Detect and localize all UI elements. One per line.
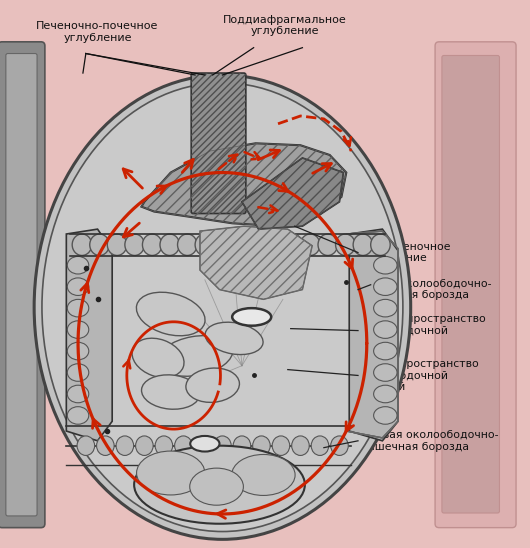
Ellipse shape <box>190 468 243 505</box>
Ellipse shape <box>374 299 397 317</box>
Ellipse shape <box>374 278 397 295</box>
Ellipse shape <box>195 234 215 255</box>
FancyBboxPatch shape <box>0 42 45 528</box>
Ellipse shape <box>160 234 180 255</box>
Ellipse shape <box>292 436 309 455</box>
Ellipse shape <box>301 234 320 255</box>
Ellipse shape <box>232 454 295 495</box>
FancyBboxPatch shape <box>435 42 516 528</box>
Ellipse shape <box>90 234 109 255</box>
Ellipse shape <box>266 234 285 255</box>
Ellipse shape <box>232 308 271 326</box>
Polygon shape <box>66 229 112 441</box>
Ellipse shape <box>136 436 153 455</box>
FancyBboxPatch shape <box>6 54 37 516</box>
Ellipse shape <box>143 234 162 255</box>
Ellipse shape <box>374 256 397 274</box>
Ellipse shape <box>155 436 173 455</box>
Text: Левое пространство
под ободочной
кишкой: Левое пространство под ободочной кишкой <box>361 359 479 392</box>
Ellipse shape <box>230 234 250 255</box>
Ellipse shape <box>374 321 397 338</box>
Polygon shape <box>200 226 312 299</box>
Ellipse shape <box>34 75 411 539</box>
Ellipse shape <box>96 436 114 455</box>
Ellipse shape <box>107 234 127 255</box>
Ellipse shape <box>67 321 89 338</box>
Ellipse shape <box>72 234 92 255</box>
Ellipse shape <box>116 436 134 455</box>
Text: Правая околоободочно-
кишечная борозда: Правая околоободочно- кишечная борозда <box>361 430 498 452</box>
Ellipse shape <box>318 234 338 255</box>
Ellipse shape <box>137 451 205 495</box>
Ellipse shape <box>178 234 197 255</box>
Text: Правое пространство
под ободочной
кишкой: Правое пространство под ободочной кишкой <box>361 314 485 347</box>
Ellipse shape <box>142 375 200 409</box>
Ellipse shape <box>134 446 305 524</box>
Ellipse shape <box>125 234 144 255</box>
Polygon shape <box>142 143 346 226</box>
Ellipse shape <box>370 234 390 255</box>
Ellipse shape <box>186 368 240 402</box>
Ellipse shape <box>331 436 348 455</box>
Ellipse shape <box>67 385 89 403</box>
Ellipse shape <box>374 385 397 403</box>
Ellipse shape <box>214 436 231 455</box>
FancyBboxPatch shape <box>442 55 499 513</box>
Ellipse shape <box>194 436 211 455</box>
Ellipse shape <box>353 234 373 255</box>
Ellipse shape <box>213 234 232 255</box>
Text: Поддиафрагмальное
углубление: Поддиафрагмальное углубление <box>223 14 347 36</box>
Ellipse shape <box>335 234 355 255</box>
Ellipse shape <box>67 278 89 295</box>
Text: Печеночно-почечное
углубление: Печеночно-почечное углубление <box>37 21 159 43</box>
Ellipse shape <box>374 342 397 360</box>
Ellipse shape <box>311 436 329 455</box>
FancyBboxPatch shape <box>191 73 246 214</box>
Ellipse shape <box>77 436 95 455</box>
Ellipse shape <box>42 83 403 532</box>
Ellipse shape <box>205 322 263 355</box>
Ellipse shape <box>253 436 270 455</box>
Ellipse shape <box>136 292 205 336</box>
Text: Левая околоободочно-
кишечная борозда: Левая околоободочно- кишечная борозда <box>361 279 491 300</box>
Ellipse shape <box>67 299 89 317</box>
Ellipse shape <box>67 364 89 381</box>
Text: Подпеченочное
углубление: Подпеченочное углубление <box>361 242 452 264</box>
Ellipse shape <box>67 256 89 274</box>
Ellipse shape <box>67 407 89 424</box>
Ellipse shape <box>67 342 89 360</box>
Polygon shape <box>242 158 343 229</box>
Ellipse shape <box>233 436 251 455</box>
Polygon shape <box>349 229 398 441</box>
Ellipse shape <box>374 407 397 424</box>
Ellipse shape <box>190 436 219 452</box>
Ellipse shape <box>374 364 397 381</box>
Ellipse shape <box>174 436 192 455</box>
Ellipse shape <box>132 338 184 378</box>
Ellipse shape <box>157 335 233 376</box>
Ellipse shape <box>283 234 303 255</box>
Ellipse shape <box>272 436 290 455</box>
Ellipse shape <box>248 234 267 255</box>
